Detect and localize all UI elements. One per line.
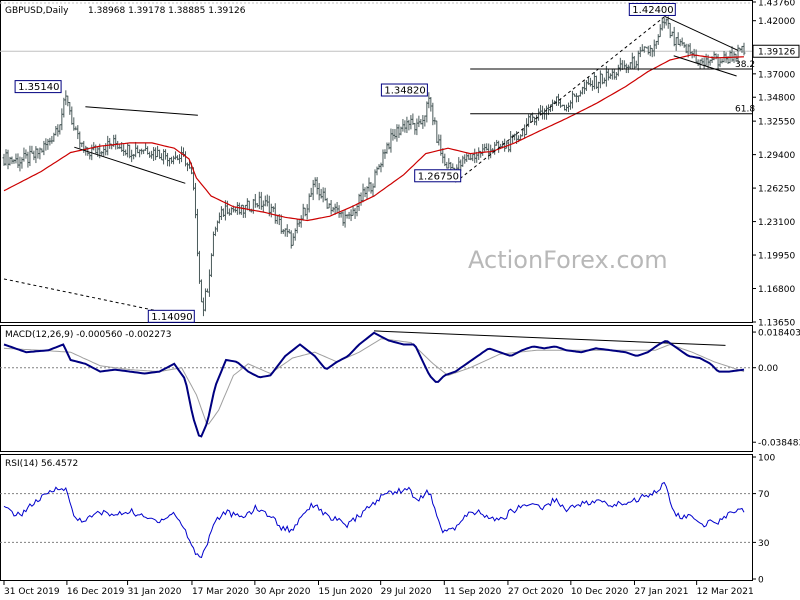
wedge-upper-line (664, 16, 739, 51)
support-dashed-line (3, 278, 193, 319)
price-y-tick-label: 1.23100 (758, 218, 795, 228)
price-annotation: 1.14090 (147, 309, 195, 323)
rsi-panel (0, 454, 753, 581)
x-tick-label: 31 Oct 2019 (4, 587, 60, 597)
fib-level-label: 61.8 (735, 105, 755, 115)
x-tick-label: 10 Dec 2020 (571, 587, 629, 597)
x-tick-label: 27 Jan 2021 (634, 587, 688, 597)
rsi-y-tick-label: 0 (758, 576, 764, 586)
price-annotation-box (414, 169, 462, 183)
price-annotation-box (147, 309, 195, 323)
price-annotation-box (380, 83, 428, 97)
macd-line (3, 331, 745, 438)
price-y-tick-label: 1.43760 (758, 0, 795, 9)
price-annotation-text: 1.34820 (384, 86, 425, 97)
macd-trend-line (373, 330, 726, 346)
price-annotation-box (628, 2, 676, 16)
macd-signal-line (3, 338, 745, 425)
rsi-layer (0, 481, 752, 559)
rsi-y-tick-label: 100 (758, 454, 775, 464)
price-annotation: 1.34820 (380, 83, 428, 97)
price-bar (742, 42, 746, 56)
wedge-lower-line (673, 55, 737, 77)
price-y-tick-label: 1.34800 (758, 94, 795, 104)
price-y-tick-label: 1.37000 (758, 70, 795, 80)
price-annotation-text: 1.42400 (632, 5, 673, 16)
price-layer: 38.2 61.8 1.42400 1.35140 1.34820 1.26750 1.14… (0, 2, 755, 323)
x-tick-label: 17 Mar 2020 (192, 587, 249, 597)
rsi-y-tick-label: 70 (758, 490, 770, 500)
rally-dashed-line (455, 16, 666, 183)
x-tick-label: 29 Jul 2020 (381, 587, 432, 597)
price-annotation: 1.42400 (628, 2, 676, 16)
macd-panel (0, 325, 753, 452)
x-tick-label: 16 Dec 2019 (67, 587, 125, 597)
price-y-tick-label: 1.32550 (758, 118, 795, 128)
last-price-box (752, 44, 800, 58)
rsi-label: RSI(14) 56.4572 (5, 459, 78, 469)
price-y-tick-label: 1.16800 (758, 285, 795, 295)
price-annotation-box (14, 80, 62, 94)
channel-lower-line (74, 146, 186, 184)
chart-ohlc-label: 1.38968 1.39178 1.38885 1.39126 (88, 6, 246, 16)
price-annotation: 1.35140 (14, 80, 62, 94)
channel-upper-line (85, 106, 198, 116)
x-tick-label: 30 Apr 2020 (255, 587, 311, 597)
price-y-tick-label: 1.26250 (758, 185, 795, 195)
chart-symbol-label: GBPUSD,Daily (5, 6, 69, 16)
moving-average-line (3, 54, 745, 222)
macd-y-tick-label: 0.018403 (758, 329, 800, 339)
axes-layer: 1.43760 1.42000 1.39126 1.37000 1.34800 1.325… (3, 0, 800, 597)
watermark-text: ActionForex.com (468, 246, 668, 274)
price-y-tick-label: 1.29400 (758, 151, 795, 161)
x-tick-label: 31 Jan 2020 (128, 587, 182, 597)
macd-y-tick-label: -0.038483 (758, 439, 800, 449)
price-y-tick-label: 1.42000 (758, 17, 795, 27)
macd-label: MACD(12,26,9) -0.000560 -0.002273 (5, 330, 171, 340)
price-y-tick-label: 1.19950 (758, 252, 795, 262)
price-y-tick-label: 1.13650 (758, 319, 795, 329)
price-panel (0, 0, 753, 323)
price-annotation-text: 1.26750 (418, 171, 459, 182)
x-tick-label: 11 Sep 2020 (444, 587, 501, 597)
rsi-y-tick-label: 30 (758, 539, 770, 549)
macd-layer (0, 330, 752, 438)
x-tick-label: 15 Jun 2020 (319, 587, 373, 597)
rsi-line (3, 481, 745, 559)
price-annotation: 1.26750 (414, 169, 462, 183)
price-annotation-text: 1.14090 (151, 312, 192, 323)
x-tick-label: 12 Mar 2021 (697, 587, 754, 597)
x-tick-label: 27 Oct 2020 (508, 587, 564, 597)
price-y-tick-label: 1.39126 (758, 48, 795, 58)
fib-level-label: 38.2 (735, 60, 755, 70)
macd-y-tick-label: 0.00 (758, 364, 778, 374)
price-annotation-text: 1.35140 (18, 82, 59, 93)
